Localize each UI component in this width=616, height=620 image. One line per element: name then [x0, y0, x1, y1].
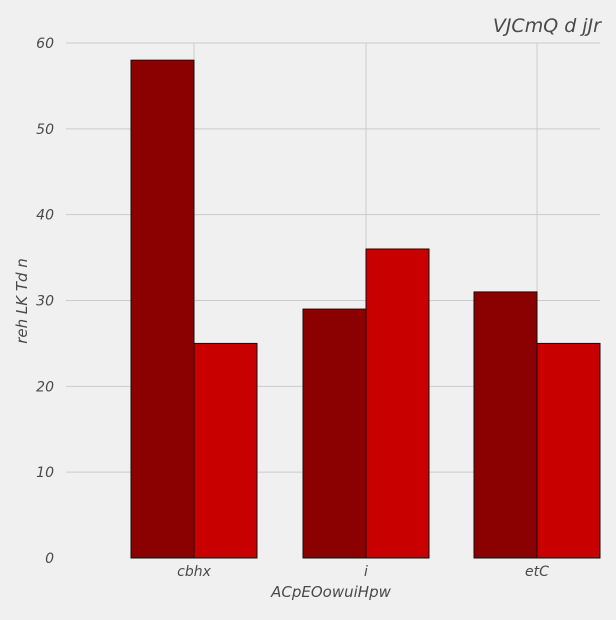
- y-tick-label: 20: [36, 379, 54, 395]
- x-axis-label: ACpEOowuiHpw: [270, 583, 391, 601]
- bar-series1-etC: [473, 291, 538, 559]
- x-tick-label: etC: [525, 564, 549, 580]
- x-tick-label: i: [364, 564, 368, 580]
- chart-title: VJCmQ d jJr: [493, 15, 602, 37]
- x-tick-label: cbhx: [177, 564, 211, 580]
- y-tick-labels: 0 10 20 30 40 50 60: [36, 36, 54, 567]
- y-tick-label: 50: [36, 122, 54, 138]
- bar-series2-cbhx: [193, 342, 258, 559]
- bar-series2-i: [365, 248, 430, 559]
- y-tick-label: 30: [36, 294, 54, 310]
- bar-series2-etC: [536, 342, 601, 559]
- y-axis-label: reh LK Td n: [13, 258, 31, 344]
- x-tick-labels: cbhx i etC: [177, 564, 549, 580]
- y-tick-label: 0: [45, 551, 54, 567]
- bars: [130, 59, 601, 559]
- y-tick-label: 60: [36, 36, 54, 52]
- y-tick-label: 10: [36, 465, 54, 481]
- bar-series1-cbhx: [130, 59, 195, 559]
- bar-series1-i: [302, 308, 367, 559]
- y-tick-label: 40: [36, 208, 54, 224]
